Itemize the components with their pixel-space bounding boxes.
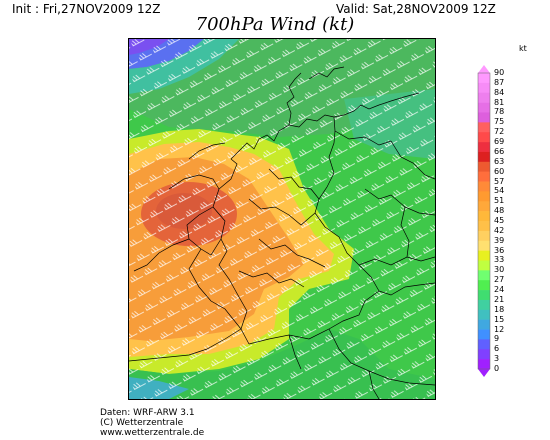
wind-barbs <box>129 39 435 399</box>
footer-website: www.wetterzentrale.de <box>100 428 205 438</box>
colorbar-segment <box>478 73 490 84</box>
colorbar-segment <box>478 230 490 242</box>
colorbar-tick-label: 9 <box>494 334 500 344</box>
footer-data-source: Daten: WRF-ARW 3.1 <box>100 408 195 418</box>
map-title: 700hPa Wind (kt) <box>195 14 355 35</box>
colorbar-tick-label: 39 <box>494 235 505 245</box>
colorbar-tick-label: 45 <box>494 216 505 225</box>
colorbar-segment <box>478 309 490 320</box>
colorbar-tick-label: 81 <box>494 97 505 107</box>
colorbar-unit: kt <box>519 44 527 53</box>
colorbar-segment <box>478 181 490 192</box>
colorbar-tick-label: 18 <box>494 304 505 314</box>
colorbar-tick-label: 63 <box>494 156 505 166</box>
colorbar-tick-label: 66 <box>494 146 505 156</box>
colorbar-tick-label: 72 <box>494 127 505 137</box>
valid-time-label: Valid: Sat,28NOV2009 12Z <box>336 2 496 16</box>
colorbar-svg <box>477 65 491 377</box>
colorbar-tick-label: 15 <box>494 314 505 324</box>
colorbar-segment <box>478 339 490 350</box>
colorbar-segment <box>478 240 490 251</box>
colorbar <box>477 65 491 377</box>
colorbar-tick-label: 60 <box>494 166 505 176</box>
colorbar-segment <box>478 319 490 330</box>
colorbar-segment <box>478 329 490 340</box>
colorbar-tick-label: 3 <box>494 354 500 364</box>
colorbar-tick-label: 57 <box>494 176 505 186</box>
wind-map-svg <box>129 39 435 399</box>
colorbar-segment <box>478 250 490 261</box>
colorbar-bottom-arrow <box>478 369 490 377</box>
colorbar-segment <box>478 290 490 301</box>
colorbar-tick-label: 87 <box>494 77 505 87</box>
colorbar-tick-label: 84 <box>494 87 505 97</box>
colorbar-tick-label: 27 <box>494 275 505 285</box>
colorbar-segment <box>478 151 490 163</box>
colorbar-segment <box>478 201 490 212</box>
colorbar-tick-label: 69 <box>494 137 505 147</box>
colorbar-tick-label: 0 <box>494 364 500 373</box>
colorbar-segment <box>478 82 490 94</box>
colorbar-segment <box>478 349 490 360</box>
colorbar-tick-label: 48 <box>494 206 505 216</box>
colorbar-tick-label: 33 <box>494 255 505 265</box>
colorbar-tick-label: 12 <box>494 324 505 334</box>
colorbar-segment <box>478 132 490 143</box>
colorbar-segment <box>478 359 490 370</box>
colorbar-tick-label: 75 <box>494 117 505 127</box>
colorbar-segment <box>478 102 490 113</box>
colorbar-tick-label: 6 <box>494 344 500 354</box>
colorbar-segment <box>478 221 490 232</box>
footer-copyright: (C) Wetterzentrale <box>100 418 184 428</box>
colorbar-tick-label: 42 <box>494 225 505 235</box>
colorbar-segment <box>478 171 490 182</box>
colorbar-segment <box>478 211 490 222</box>
colorbar-segment <box>478 161 490 172</box>
country-borders <box>129 66 435 399</box>
colorbar-tick-label: 36 <box>494 245 505 255</box>
colorbar-tick-label: 54 <box>494 186 505 196</box>
colorbar-segment <box>478 270 490 281</box>
colorbar-segment <box>478 299 490 311</box>
colorbar-segment <box>478 142 490 153</box>
colorbar-segment <box>478 191 490 202</box>
colorbar-segment <box>478 280 490 291</box>
colorbar-segment <box>478 260 490 271</box>
colorbar-tick-label: 24 <box>494 285 505 295</box>
colorbar-tick-label: 30 <box>494 265 505 275</box>
colorbar-tick-label: 90 <box>494 68 505 77</box>
colorbar-segment <box>478 112 490 123</box>
colorbar-segment <box>478 92 490 103</box>
colorbar-tick-label: 51 <box>494 196 505 206</box>
colorbar-tick-label: 21 <box>494 294 505 304</box>
colorbar-top-arrow <box>478 65 490 73</box>
colorbar-tick-label: 78 <box>494 107 505 117</box>
init-time-label: Init : Fri,27NOV2009 12Z <box>12 2 161 16</box>
colorbar-segment <box>478 122 490 133</box>
wind-map <box>128 38 436 400</box>
